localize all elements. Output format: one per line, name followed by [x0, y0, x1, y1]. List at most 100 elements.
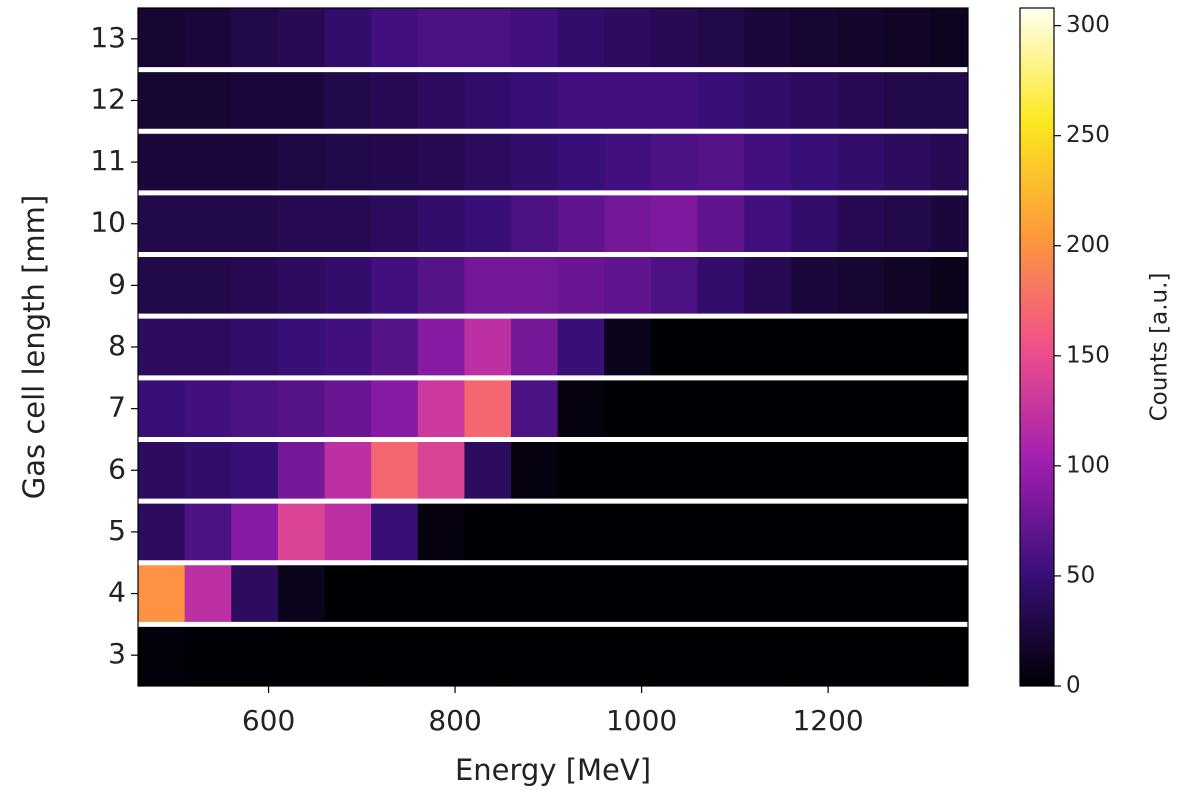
- heatmap-cell: [744, 192, 792, 255]
- heatmap-cell: [511, 131, 559, 193]
- heatmap-cell: [184, 562, 232, 625]
- y-tick-label: 11: [90, 144, 126, 177]
- heatmap-cell: [604, 69, 652, 132]
- heatmap-cell: [837, 8, 885, 70]
- heatmap-cell: [790, 377, 838, 440]
- heatmap-cell: [697, 131, 745, 193]
- heatmap-cell: [277, 562, 326, 625]
- heatmap-cell: [884, 8, 932, 70]
- heatmap-cell: [184, 8, 232, 70]
- heatmap-cell: [371, 69, 419, 132]
- heatmap-cell: [417, 254, 465, 317]
- heatmap-cell: [557, 8, 605, 70]
- y-tick-label: 5: [108, 514, 126, 547]
- heatmap: [138, 8, 968, 686]
- heatmap-cell: [744, 562, 792, 625]
- heatmap-cell: [697, 377, 745, 440]
- heatmap-cell: [277, 624, 326, 686]
- heatmap-cell: [371, 377, 419, 440]
- heatmap-cell: [184, 69, 232, 132]
- heatmap-cell: [930, 69, 968, 132]
- colorbar-tick-label: 50: [1066, 562, 1095, 588]
- y-tick-label: 8: [108, 329, 126, 362]
- heatmap-cell: [884, 254, 932, 317]
- heatmap-cell: [324, 562, 372, 625]
- heatmap-cell: [464, 501, 512, 563]
- heatmap-cell: [138, 501, 186, 563]
- heatmap-cell: [277, 69, 326, 132]
- y-tick-label: 3: [108, 637, 126, 670]
- heatmap-cell: [184, 192, 232, 255]
- heatmap-cell: [324, 624, 372, 686]
- heatmap-cell: [277, 501, 326, 563]
- heatmap-cell: [324, 254, 372, 317]
- heatmap-cell: [184, 254, 232, 317]
- x-tick-label: 1000: [606, 704, 677, 737]
- heatmap-cell: [324, 69, 372, 132]
- heatmap-cell: [184, 439, 232, 502]
- heatmap-cell: [324, 501, 372, 563]
- heatmap-cell: [697, 69, 745, 132]
- heatmap-cell: [464, 439, 512, 502]
- heatmap-cell: [371, 192, 419, 255]
- heatmap-cell: [557, 377, 605, 440]
- heatmap-cell: [697, 254, 745, 317]
- heatmap-cell: [511, 69, 559, 132]
- heatmap-cell: [744, 69, 792, 132]
- heatmap-cell: [837, 439, 885, 502]
- x-tick-label: 1200: [792, 704, 863, 737]
- heatmap-cell: [511, 439, 559, 502]
- heatmap-cell: [231, 501, 279, 563]
- heatmap-cell: [930, 192, 968, 255]
- heatmap-cell: [837, 501, 885, 563]
- heatmap-cell: [231, 192, 279, 255]
- heatmap-cell: [464, 254, 512, 317]
- heatmap-cell: [417, 377, 465, 440]
- x-axis-label: Energy [MeV]: [455, 753, 651, 787]
- heatmap-cell: [744, 8, 792, 70]
- heatmap-cell: [790, 316, 838, 378]
- heatmap-cell: [697, 192, 745, 255]
- heatmap-cell: [138, 562, 186, 625]
- colorbar-tick-label: 100: [1066, 452, 1110, 478]
- heatmap-cell: [557, 316, 605, 378]
- heatmap-cell: [138, 8, 186, 70]
- heatmap-cell: [650, 69, 699, 132]
- heatmap-cell: [930, 316, 968, 378]
- heatmap-cell: [324, 439, 372, 502]
- heatmap-cell: [650, 8, 699, 70]
- heatmap-cell: [511, 562, 559, 625]
- heatmap-cell: [277, 254, 326, 317]
- heatmap-cell: [697, 562, 745, 625]
- heatmap-cell: [790, 254, 838, 317]
- heatmap-cell: [604, 316, 652, 378]
- heatmap-cell: [417, 131, 465, 193]
- heatmap-cell: [930, 377, 968, 440]
- heatmap-cell: [790, 131, 838, 193]
- heatmap-cell: [371, 8, 419, 70]
- x-tick-label: 600: [242, 704, 295, 737]
- heatmap-cell: [417, 439, 465, 502]
- heatmap-cell: [604, 624, 652, 686]
- heatmap-cell: [930, 439, 968, 502]
- heatmap-cell: [371, 501, 419, 563]
- heatmap-cell: [604, 439, 652, 502]
- heatmap-cell: [790, 501, 838, 563]
- heatmap-cell: [324, 192, 372, 255]
- heatmap-cell: [604, 254, 652, 317]
- heatmap-cell: [930, 562, 968, 625]
- heatmap-cell: [231, 562, 279, 625]
- heatmap-cell: [604, 131, 652, 193]
- heatmap-cell: [744, 377, 792, 440]
- heatmap-cell: [557, 254, 605, 317]
- heatmap-cell: [650, 254, 699, 317]
- colorbar-tick-label: 250: [1066, 122, 1110, 148]
- heatmap-cell: [231, 377, 279, 440]
- colorbar-tick-label: 0: [1066, 673, 1081, 699]
- colorbar: [1019, 7, 1055, 687]
- heatmap-cell: [231, 254, 279, 317]
- heatmap-cell: [557, 562, 605, 625]
- heatmap-cell: [511, 192, 559, 255]
- heatmap-cell: [511, 377, 559, 440]
- heatmap-cell: [557, 501, 605, 563]
